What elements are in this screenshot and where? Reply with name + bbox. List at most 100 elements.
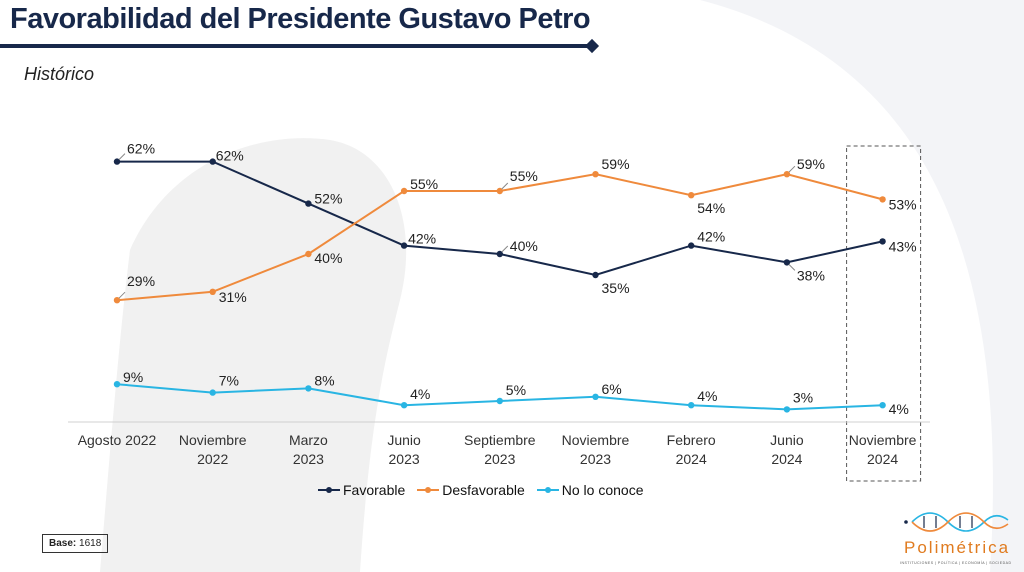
data-label: 6% — [602, 381, 622, 397]
data-point — [688, 242, 695, 249]
data-point — [305, 250, 312, 258]
data-label: 35% — [602, 280, 630, 296]
legend-item-no-lo-conoce: No lo conoce — [536, 482, 644, 498]
legend-label-favorable: Favorable — [343, 482, 406, 498]
data-label: 53% — [889, 196, 917, 212]
label-connector — [788, 165, 796, 173]
label-connector — [501, 182, 509, 190]
data-label: 5% — [506, 382, 526, 398]
x-tick-label: Noviembre — [562, 432, 630, 448]
legend-item-desfavorable: Desfavorable — [417, 482, 525, 498]
polimetrica-logo: Polimétrica INSTITUCIONES | POLÍTICA | E… — [898, 506, 1018, 572]
x-tick-label: Septiembre — [464, 432, 536, 448]
data-point — [783, 171, 791, 178]
data-point — [496, 250, 503, 258]
x-tick-label: 2024 — [771, 451, 802, 467]
data-point — [209, 288, 216, 295]
x-tick-label: 2023 — [293, 451, 324, 467]
x-tick-label: 2022 — [197, 451, 228, 467]
data-label: 59% — [602, 156, 630, 172]
data-label: 8% — [314, 372, 334, 388]
data-label: 40% — [510, 238, 538, 254]
sample-base-box: Base: 1618 — [42, 534, 109, 553]
data-point — [879, 196, 886, 203]
data-point — [305, 200, 312, 207]
data-point — [305, 385, 312, 392]
data-label: 42% — [408, 231, 436, 247]
legend-label-desfavorable: Desfavorable — [442, 482, 525, 498]
data-point — [496, 397, 503, 405]
data-label: 4% — [889, 401, 909, 417]
highlight-box — [846, 145, 922, 482]
base-label: Base: — [49, 538, 77, 549]
data-label: 29% — [127, 273, 155, 289]
data-label: 3% — [793, 389, 813, 405]
data-label: 4% — [697, 388, 717, 404]
data-label: 55% — [410, 176, 438, 192]
data-label: 55% — [510, 168, 538, 184]
legend-marker-desfavorable — [417, 487, 440, 493]
data-label: 59% — [797, 156, 825, 172]
data-point — [209, 389, 216, 396]
data-label: 42% — [697, 229, 725, 245]
label-connector — [118, 291, 126, 299]
data-point — [400, 242, 408, 249]
data-label: 7% — [219, 373, 239, 389]
data-point — [783, 406, 791, 413]
page-subtitle: Histórico — [24, 64, 95, 84]
legend-label-no-lo-conoce: No lo conoce — [561, 482, 644, 498]
data-point — [879, 238, 886, 245]
data-label: 4% — [410, 386, 430, 402]
data-point — [209, 158, 216, 165]
x-tick-label: 2023 — [389, 451, 420, 467]
data-point — [688, 192, 695, 199]
x-tick-label: 2023 — [484, 451, 515, 467]
data-point — [113, 381, 121, 388]
data-point — [688, 402, 695, 409]
data-point — [592, 171, 599, 178]
data-point — [592, 393, 599, 400]
x-tick-label: Junio — [387, 432, 421, 448]
x-tick-label: Junio — [770, 432, 804, 448]
data-label: 9% — [123, 369, 143, 385]
x-tick-label: 2023 — [580, 451, 611, 467]
x-tick-label: 2024 — [676, 451, 707, 467]
data-label: 54% — [697, 200, 725, 216]
legend-marker-favorable — [318, 487, 340, 493]
dna-wave-icon — [904, 512, 1009, 532]
logo-tagline: INSTITUCIONES | POLÍTICA | ECONOMÍA | SO… — [900, 561, 1012, 565]
legend-marker-no-lo-conoce — [536, 487, 559, 493]
x-tick-label: Marzo — [289, 432, 328, 448]
title-underline — [0, 38, 600, 54]
x-tick-label: Febrero — [667, 432, 716, 448]
data-point — [496, 187, 503, 195]
label-connector — [788, 264, 796, 271]
data-point — [783, 259, 791, 266]
base-value: 1618 — [79, 538, 102, 549]
logo-wordmark: Polimétrica — [904, 538, 1011, 557]
x-tick-label: Agosto 2022 — [78, 432, 157, 448]
data-point — [592, 271, 599, 279]
label-connector — [118, 153, 126, 160]
x-tick-label: Noviembre — [849, 432, 917, 448]
data-point — [113, 158, 121, 165]
data-point — [113, 297, 121, 304]
data-label: 62% — [216, 148, 244, 164]
data-label: 40% — [314, 250, 342, 266]
page-title: Favorabilidad del Presidente Gustavo Pet… — [10, 3, 591, 35]
data-label: 43% — [889, 238, 917, 254]
data-point — [879, 402, 886, 409]
data-label: 52% — [314, 191, 342, 207]
x-tick-label: 2024 — [867, 451, 898, 467]
data-point — [400, 402, 408, 409]
data-label: 62% — [127, 141, 155, 157]
x-tick-label: Noviembre — [179, 432, 247, 448]
data-label: 31% — [219, 289, 247, 305]
chart-legend: Favorable Desfavorable No lo conoce — [318, 481, 643, 499]
label-connector — [501, 245, 509, 253]
legend-item-favorable: Favorable — [318, 482, 405, 498]
data-label: 38% — [797, 267, 825, 283]
data-point — [400, 187, 408, 195]
